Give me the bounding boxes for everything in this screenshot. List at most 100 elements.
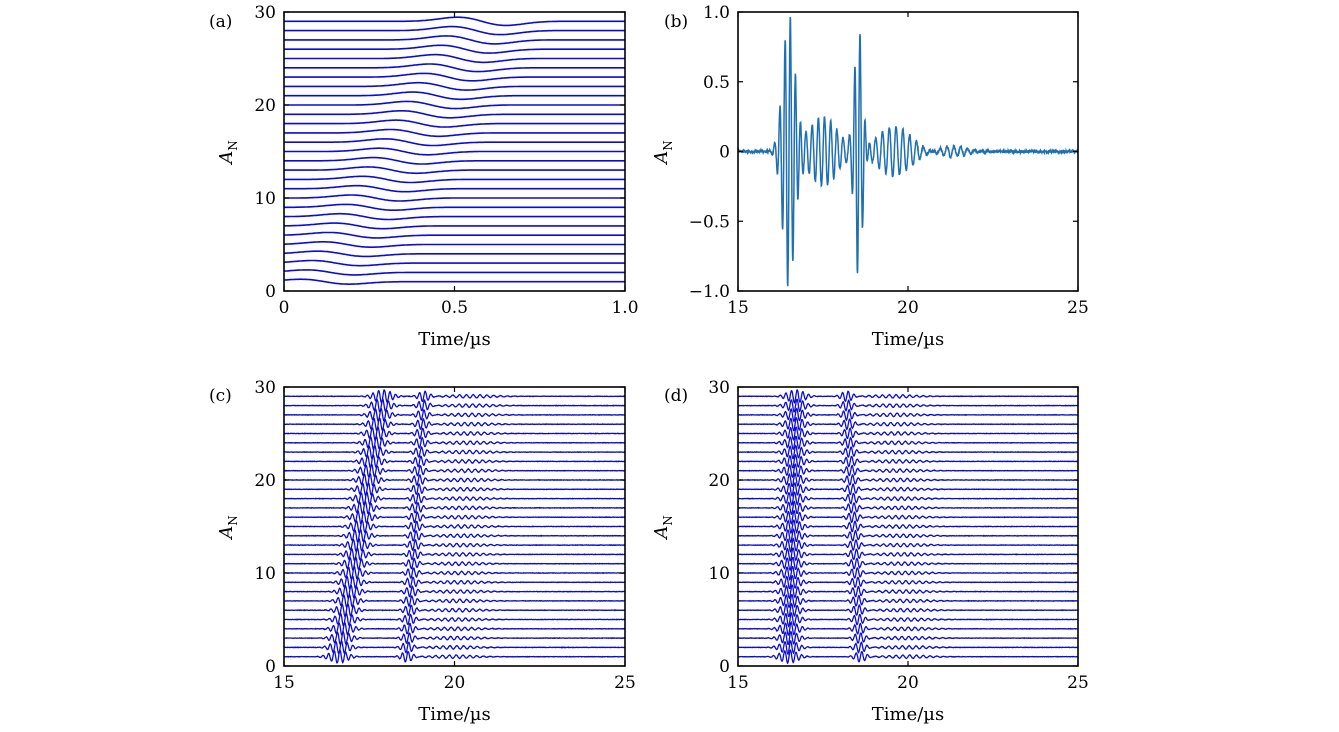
trace-24 [738, 435, 1078, 451]
trace-21 [284, 91, 625, 101]
x-tick-label: 25 [614, 673, 636, 693]
trace-28 [284, 398, 625, 414]
trace-21 [738, 463, 1078, 479]
y-axis-label-sub: N [226, 515, 240, 526]
panel-label: (b) [664, 12, 688, 32]
trace-7 [284, 222, 625, 230]
y-axis-label: AN [651, 515, 675, 541]
y-tick-label: 30 [254, 378, 276, 398]
y-axis-label-main: A [216, 151, 237, 166]
trace-13 [284, 537, 625, 553]
trace-26 [738, 416, 1078, 432]
signal-line [738, 16, 1078, 287]
trace-5 [284, 612, 625, 627]
trace-16 [284, 138, 625, 147]
trace-28 [284, 25, 625, 36]
plot-area [284, 16, 625, 285]
x-tick-label: 15 [273, 673, 295, 693]
trace-16 [738, 510, 1078, 525]
trace-20 [284, 472, 625, 488]
trace-15 [284, 518, 625, 534]
trace-9 [284, 574, 625, 590]
x-tick-label: 1.0 [611, 298, 638, 318]
trace-22 [284, 454, 625, 470]
panel-label: (d) [664, 386, 688, 406]
trace-27 [284, 407, 625, 423]
trace-14 [284, 156, 625, 165]
trace-22 [738, 453, 1078, 469]
trace-26 [284, 44, 625, 54]
trace-17 [284, 128, 625, 138]
trace-15 [284, 147, 625, 156]
panel-4: 15 20 25 0 10 20 30 Time/µs AN (d) [651, 378, 1089, 725]
y-tick-label: 0 [265, 282, 276, 302]
y-axis-label-main: A [216, 526, 237, 541]
trace-24 [284, 63, 625, 73]
y-tick-label: 0 [265, 657, 276, 677]
plot-area [738, 389, 1078, 665]
panel-2: 15 20 25 −1.0 −0.5 0 0.5 1.0 Time/µs AN (b) [651, 3, 1089, 350]
trace-1 [284, 649, 625, 664]
y-tick-label: 20 [254, 471, 276, 491]
trace-26 [284, 416, 625, 433]
trace-11 [284, 556, 625, 572]
y-tick-label: 30 [708, 378, 730, 398]
trace-20 [284, 100, 625, 110]
trace-5 [284, 241, 625, 248]
trace-25 [284, 53, 625, 64]
trace-6 [284, 603, 625, 618]
trace-16 [284, 510, 625, 525]
x-tick-label: 25 [1067, 673, 1089, 693]
y-tick-label: 10 [708, 564, 730, 584]
plot-area [738, 16, 1078, 287]
trace-15 [738, 519, 1078, 535]
x-tick-label: 15 [727, 673, 749, 693]
trace-25 [284, 425, 625, 441]
y-tick-label: 0 [719, 143, 730, 163]
trace-10 [738, 565, 1078, 582]
trace-23 [738, 444, 1078, 460]
trace-29 [738, 389, 1078, 404]
trace-17 [738, 500, 1078, 516]
trace-11 [738, 556, 1078, 571]
y-axis-label-main: A [651, 526, 672, 541]
y-tick-label: −1.0 [689, 282, 730, 302]
y-tick-label: −0.5 [689, 212, 730, 232]
trace-8 [284, 584, 625, 599]
trace-14 [738, 528, 1078, 543]
trace-3 [284, 630, 625, 646]
y-tick-label: 30 [254, 3, 276, 23]
x-axis-label: Time/µs [418, 329, 490, 350]
panel-3: 15 20 25 0 10 20 30 Time/µs AN (c) [209, 378, 636, 725]
trace-2 [284, 269, 625, 276]
trace-24 [284, 434, 625, 450]
trace-21 [284, 463, 625, 479]
trace-11 [284, 184, 625, 193]
trace-6 [738, 602, 1078, 618]
y-axis-label-sub: N [226, 140, 240, 151]
trace-9 [738, 574, 1078, 590]
trace-4 [284, 621, 625, 637]
trace-19 [284, 481, 625, 497]
trace-1 [284, 278, 625, 285]
trace-29 [284, 389, 625, 404]
x-tick-label: 20 [897, 298, 919, 318]
trace-10 [284, 565, 625, 581]
trace-13 [738, 537, 1078, 553]
y-tick-label: 10 [254, 189, 276, 209]
trace-4 [738, 620, 1078, 637]
trace-28 [738, 398, 1078, 413]
x-axis-label: Time/µs [872, 329, 944, 350]
y-tick-label: 0.5 [703, 73, 730, 93]
trace-8 [284, 212, 625, 221]
trace-2 [738, 639, 1078, 656]
trace-19 [738, 482, 1078, 497]
x-tick-label: 0.5 [441, 298, 468, 318]
trace-27 [284, 35, 625, 45]
trace-23 [284, 72, 625, 82]
trace-19 [284, 110, 625, 119]
x-tick-label: 25 [1067, 298, 1089, 318]
x-axis-label: Time/µs [872, 704, 944, 725]
y-axis-label: AN [216, 515, 240, 541]
